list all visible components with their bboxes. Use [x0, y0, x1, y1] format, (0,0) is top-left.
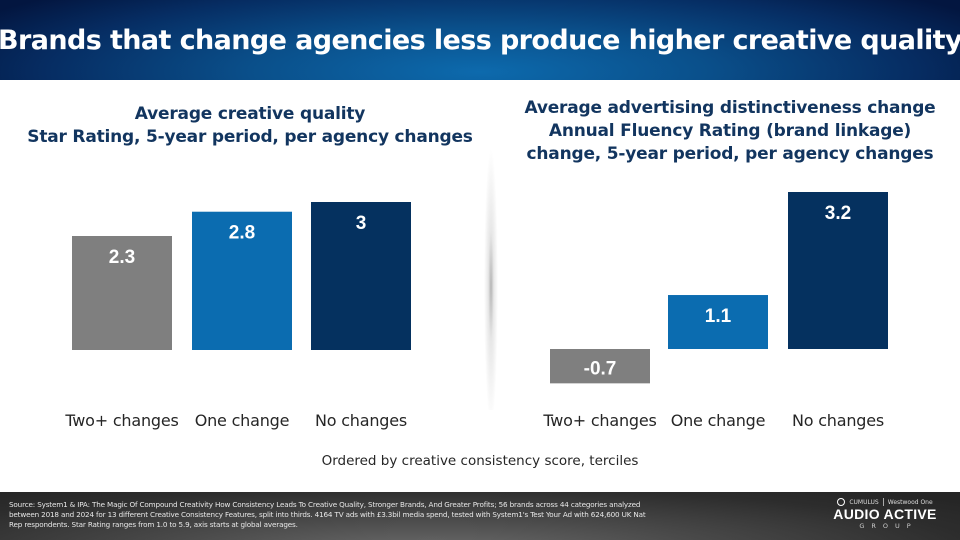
- right-bar-1: [550, 349, 650, 384]
- right-category-label-3: No changes: [792, 411, 884, 430]
- cumulus-logo-text: CUMULUS: [849, 498, 879, 506]
- left-category-label-3: No changes: [315, 411, 407, 430]
- right-bar-value-label-2: 1.1: [705, 306, 732, 327]
- right-chart-title: Average advertising distinctiveness chan…: [500, 97, 960, 166]
- right-category-label-1: Two+ changes: [542, 411, 656, 430]
- left-bar-value-label-3: 3: [356, 213, 367, 234]
- right-category-label-2: One change: [671, 411, 766, 430]
- right-bar-value-label-3: 3.2: [825, 203, 851, 224]
- right-chart-title-line-2: Annual Fluency Rating (brand linkage): [548, 121, 912, 141]
- westwood-one-logo-text: Westwood One: [887, 498, 933, 506]
- logo-separator: [882, 498, 884, 506]
- left-category-label-2: One change: [195, 411, 290, 430]
- left-bar-2: [192, 211, 292, 350]
- left-chart-title-line-1: Average creative quality: [134, 104, 366, 124]
- logo-sub-text: GROUP: [859, 522, 918, 530]
- footer: Source: System1 & IPA: The Magic Of Comp…: [0, 492, 960, 540]
- right-chart-title-line-1: Average advertising distinctiveness chan…: [524, 98, 936, 118]
- audio-active-group-logo: CUMULUS Westwood One AUDIO ACTIVE GROUP: [830, 498, 940, 530]
- left-bar-1: [72, 236, 172, 350]
- right-bar-3: [788, 192, 888, 349]
- logo-main-text: AUDIO ACTIVE: [833, 506, 937, 522]
- left-bar-value-label-1: 2.3: [109, 247, 135, 268]
- partner-logos: CUMULUS Westwood One: [830, 498, 940, 506]
- slide-title: Brands that change agencies less produce…: [0, 24, 960, 56]
- right-bar-value-label-1: -0.7: [584, 358, 617, 379]
- left-bar-3: [311, 202, 411, 350]
- panel-divider: [484, 135, 498, 410]
- source-text: Source: System1 & IPA: The Magic Of Comp…: [9, 500, 646, 529]
- right-bar-2: [668, 295, 768, 349]
- left-chart-title-line-2: Star Rating, 5-year period, per agency c…: [27, 127, 473, 147]
- cumulus-icon: [837, 498, 846, 506]
- left-chart-title: Average creative quality Star Rating, 5-…: [0, 103, 500, 149]
- right-chart-title-line-3: change, 5-year period, per agency change…: [526, 144, 934, 164]
- left-bar-value-label-2: 2.8: [229, 223, 255, 244]
- slide-header: Brands that change agencies less produce…: [0, 0, 960, 80]
- ordering-note: Ordered by creative consistency score, t…: [321, 453, 639, 469]
- left-category-label-1: Two+ changes: [64, 411, 178, 430]
